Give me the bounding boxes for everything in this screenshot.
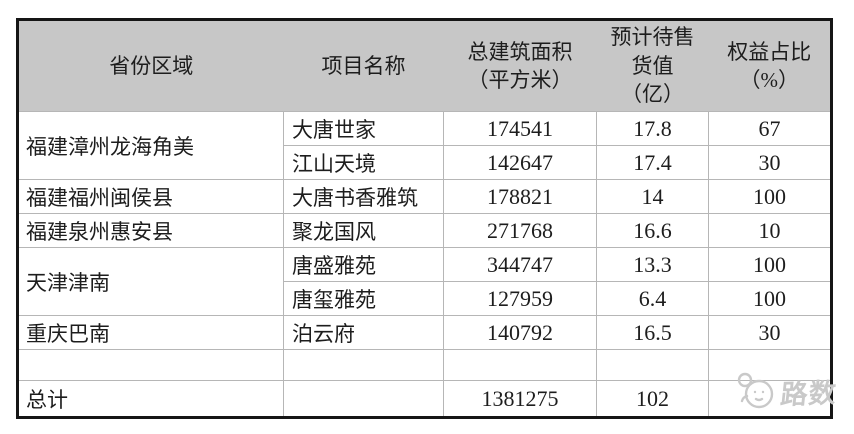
project-name-cell: 聚龙国风	[283, 213, 444, 248]
value-cell: 16.5	[596, 315, 709, 350]
project-name-cell: 泊云府	[283, 315, 444, 350]
area-cell: 344747	[443, 247, 597, 282]
total-value-cell: 102	[596, 380, 709, 418]
empty-cell	[17, 349, 284, 381]
project-row: 重庆巴南 泊云府 140792 16.5 30	[17, 315, 832, 350]
project-name-cell: 唐玺雅苑	[283, 281, 444, 316]
col-header-equity: 权益占比 （%）	[708, 19, 832, 112]
table-header: 省份区域 项目名称 总建筑面积 （平方米） 预计待售 货值 （亿） 权益占比 （…	[17, 19, 832, 112]
col-header-region: 省份区域	[17, 19, 284, 112]
project-row: 福建泉州惠安县 聚龙国风 271768 16.6 10	[17, 213, 832, 248]
table-sheet: 省份区域 项目名称 总建筑面积 （平方米） 预计待售 货值 （亿） 权益占比 （…	[16, 18, 833, 419]
project-name-cell: 大唐世家	[283, 111, 444, 146]
region-cell: 福建漳州龙海角美	[17, 111, 284, 180]
empty-cell	[283, 380, 444, 418]
col-header-value: 预计待售 货值 （亿）	[596, 19, 709, 112]
empty-cell	[708, 349, 832, 381]
equity-cell: 67	[708, 111, 832, 146]
equity-cell: 10	[708, 213, 832, 248]
area-cell: 140792	[443, 315, 597, 350]
equity-cell: 30	[708, 145, 832, 180]
value-cell: 13.3	[596, 247, 709, 282]
value-cell: 6.4	[596, 281, 709, 316]
value-cell: 17.8	[596, 111, 709, 146]
area-cell: 178821	[443, 179, 597, 214]
empty-cell	[283, 349, 444, 381]
region-cell: 重庆巴南	[17, 315, 284, 350]
project-name-cell: 唐盛雅苑	[283, 247, 444, 282]
area-cell: 127959	[443, 281, 597, 316]
equity-cell: 100	[708, 247, 832, 282]
col-header-area: 总建筑面积 （平方米）	[443, 19, 597, 112]
area-cell: 271768	[443, 213, 597, 248]
projects-table: 省份区域 项目名称 总建筑面积 （平方米） 预计待售 货值 （亿） 权益占比 （…	[16, 18, 833, 419]
col-header-project: 项目名称	[283, 19, 444, 112]
region-cell: 天津津南	[17, 247, 284, 316]
value-cell: 14	[596, 179, 709, 214]
equity-cell: 30	[708, 315, 832, 350]
total-area-cell: 1381275	[443, 380, 597, 418]
equity-cell: 100	[708, 179, 832, 214]
header-row: 省份区域 项目名称 总建筑面积 （平方米） 预计待售 货值 （亿） 权益占比 （…	[17, 19, 832, 112]
spacer-row	[17, 349, 832, 381]
empty-cell	[443, 349, 597, 381]
project-name-cell: 大唐书香雅筑	[283, 179, 444, 214]
project-row: 福建漳州龙海角美 大唐世家 174541 17.8 67	[17, 111, 832, 180]
project-row: 天津津南 唐盛雅苑 344747 13.3 100	[17, 247, 832, 316]
total-equity-cell	[708, 380, 832, 418]
region-cell: 福建福州闽侯县	[17, 179, 284, 214]
project-row: 福建福州闽侯县 大唐书香雅筑 178821 14 100	[17, 179, 832, 214]
value-cell: 16.6	[596, 213, 709, 248]
empty-cell	[596, 349, 709, 381]
table-body: 福建漳州龙海角美 大唐世家 174541 17.8 67 江山天境 142647 17.4 30…	[17, 111, 832, 418]
value-cell: 17.4	[596, 145, 709, 180]
project-name-cell: 江山天境	[283, 145, 444, 180]
area-cell: 174541	[443, 111, 597, 146]
area-cell: 142647	[443, 145, 597, 180]
region-cell: 福建泉州惠安县	[17, 213, 284, 248]
total-label-cell: 总计	[17, 380, 284, 418]
equity-cell: 100	[708, 281, 832, 316]
total-row: 总计 1381275 102	[17, 380, 832, 418]
